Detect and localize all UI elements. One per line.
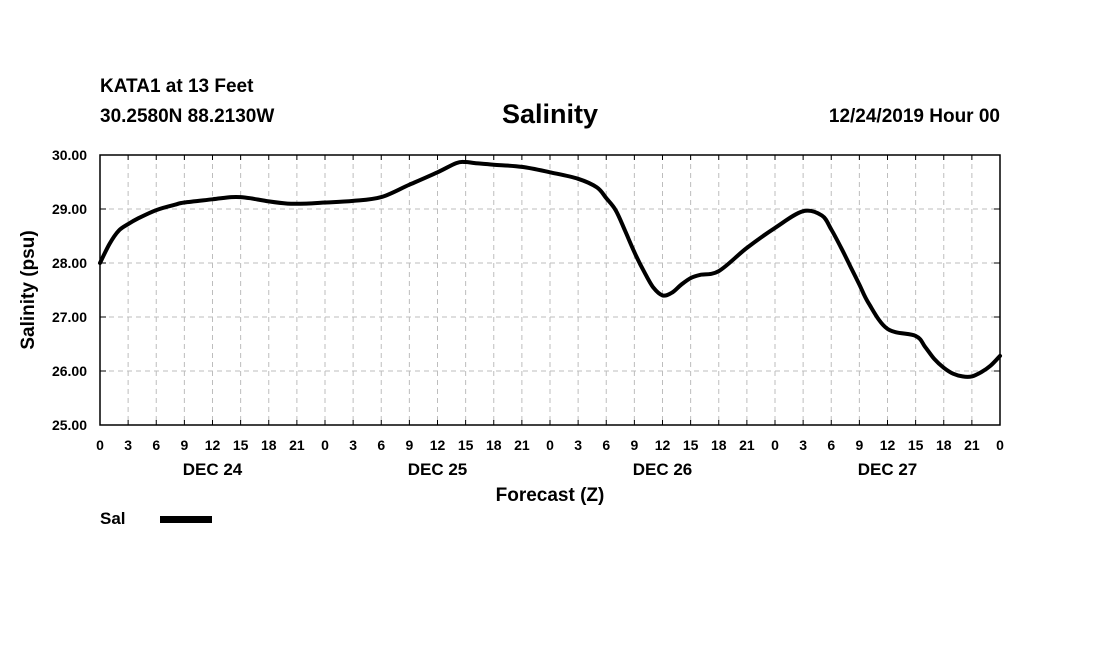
x-tick-label: 9 <box>630 437 638 453</box>
station-name: KATA1 at 13 Feet <box>100 76 254 97</box>
day-label: DEC 25 <box>408 460 468 479</box>
y-tick-label: 30.00 <box>52 147 87 163</box>
x-axis-label: Forecast (Z) <box>496 485 605 506</box>
x-tick-label: 15 <box>458 437 474 453</box>
y-axis-label: Salinity (psu) <box>18 230 39 349</box>
x-tick-label: 15 <box>908 437 924 453</box>
station-coordinates: 30.2580N 88.2130W <box>100 106 275 127</box>
x-tick-label: 18 <box>486 437 502 453</box>
x-tick-label: 9 <box>855 437 863 453</box>
x-tick-label: 0 <box>996 437 1004 453</box>
day-label: DEC 26 <box>633 460 693 479</box>
x-tick-label: 6 <box>377 437 385 453</box>
x-tick-label: 18 <box>261 437 277 453</box>
x-tick-label: 9 <box>405 437 413 453</box>
x-tick-label: 12 <box>655 437 671 453</box>
y-tick-label: 28.00 <box>52 255 87 271</box>
forecast-datetime: 12/24/2019 Hour 00 <box>828 106 1000 127</box>
series-line-sal <box>98 159 1002 379</box>
x-tick-label: 12 <box>430 437 446 453</box>
x-tick-label: 18 <box>711 437 727 453</box>
x-tick-label: 3 <box>799 437 807 453</box>
day-label: DEC 27 <box>858 460 918 479</box>
y-tick-label: 29.00 <box>52 201 87 217</box>
x-tick-label: 6 <box>602 437 610 453</box>
x-tick-label: 3 <box>349 437 357 453</box>
x-tick-label: 12 <box>880 437 896 453</box>
chart-title: Salinity <box>501 99 599 129</box>
day-label: DEC 24 <box>183 460 243 479</box>
x-tick-label: 12 <box>205 437 221 453</box>
x-tick-label: 9 <box>180 437 188 453</box>
chart-legend: Sal <box>100 509 212 529</box>
y-tick-label: 25.00 <box>52 417 87 433</box>
x-tick-label: 21 <box>289 437 305 453</box>
x-tick-label: 6 <box>827 437 835 453</box>
x-tick-label: 3 <box>124 437 132 453</box>
x-tick-label: 0 <box>321 437 329 453</box>
x-tick-label: 6 <box>152 437 160 453</box>
x-tick-label: 3 <box>574 437 582 453</box>
y-tick-label: 27.00 <box>52 309 87 325</box>
x-tick-label: 18 <box>936 437 952 453</box>
legend-line-swatch <box>160 515 212 523</box>
x-tick-label: 0 <box>546 437 554 453</box>
x-tick-label: 0 <box>771 437 779 453</box>
x-tick-label: 15 <box>683 437 699 453</box>
x-tick-label: 0 <box>96 437 104 453</box>
legend-label: Sal <box>100 509 126 528</box>
y-tick-label: 26.00 <box>52 363 87 379</box>
x-tick-label: 21 <box>739 437 755 453</box>
x-tick-label: 21 <box>964 437 980 453</box>
x-tick-label: 15 <box>233 437 249 453</box>
x-tick-label: 21 <box>514 437 530 453</box>
